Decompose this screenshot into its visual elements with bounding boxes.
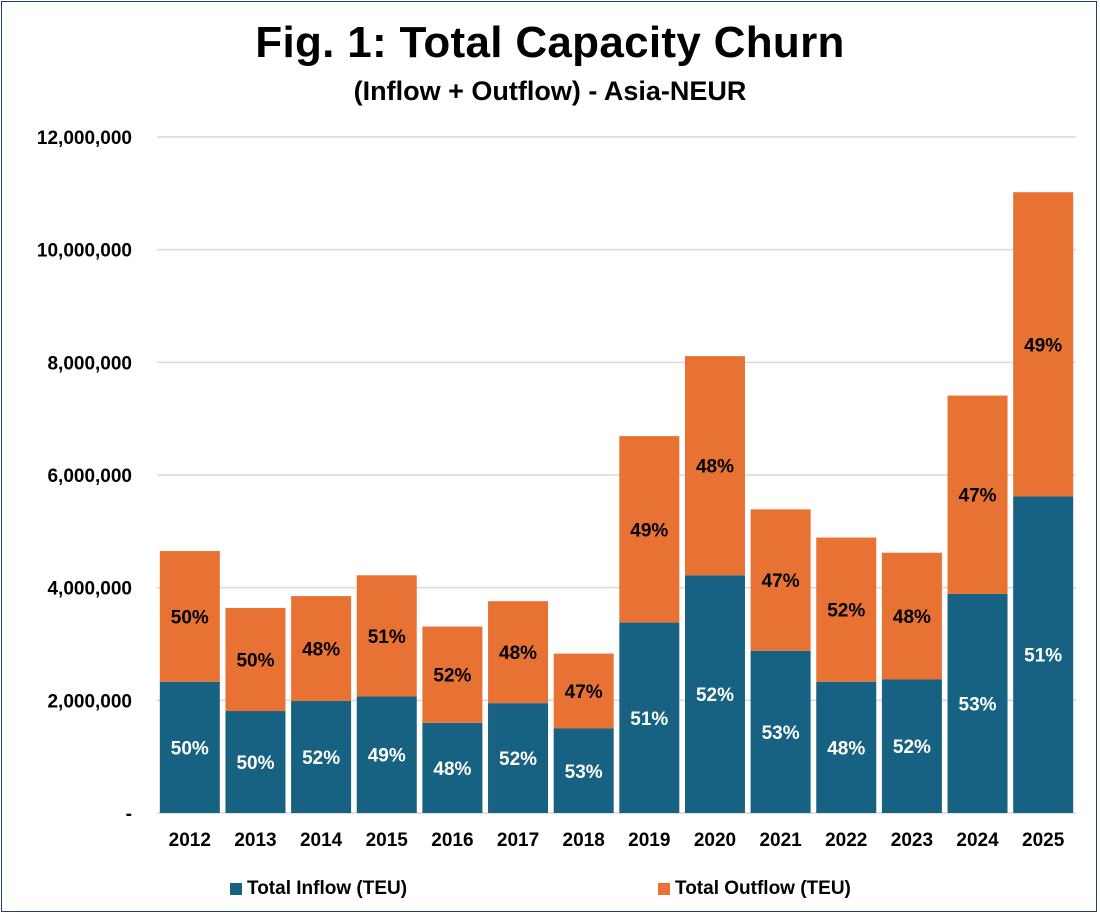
data-label-outflow: 48% bbox=[499, 643, 537, 664]
bar-inflow-2024 bbox=[947, 593, 1008, 813]
data-label-inflow: 53% bbox=[959, 694, 997, 715]
y-tick-label: 10,000,000 bbox=[37, 241, 132, 262]
y-tick-label: - bbox=[126, 804, 132, 825]
y-tick-label: 12,000,000 bbox=[37, 128, 132, 149]
bar-outflow-2022 bbox=[816, 537, 877, 682]
x-tick-label: 2013 bbox=[234, 830, 276, 851]
data-label-outflow: 47% bbox=[565, 682, 603, 703]
x-tick-label: 2020 bbox=[694, 830, 736, 851]
x-tick-label: 2012 bbox=[169, 830, 211, 851]
data-label-inflow: 49% bbox=[368, 746, 406, 767]
bar-inflow-2012 bbox=[159, 681, 220, 813]
data-label-outflow: 50% bbox=[171, 607, 209, 628]
x-tick-label: 2023 bbox=[891, 830, 933, 851]
bar-outflow-2015 bbox=[356, 575, 417, 697]
bar-inflow-2019 bbox=[619, 622, 680, 813]
bar-inflow-2020 bbox=[684, 575, 745, 813]
bar-outflow-2024 bbox=[947, 395, 1008, 594]
data-label-inflow: 48% bbox=[827, 738, 865, 759]
x-tick-label: 2025 bbox=[1022, 830, 1065, 851]
legend-label-outflow: Total Outflow (TEU) bbox=[675, 878, 851, 899]
x-tick-label: 2014 bbox=[300, 830, 343, 851]
x-tick-label: 2016 bbox=[431, 830, 473, 851]
chart-subtitle: (Inflow + Outflow) - Asia-NEUR bbox=[353, 76, 747, 106]
bar-outflow-2014 bbox=[291, 596, 352, 701]
data-label-outflow: 48% bbox=[302, 640, 340, 661]
data-label-outflow: 51% bbox=[368, 627, 406, 648]
bar-outflow-2023 bbox=[881, 552, 942, 680]
bar-outflow-2019 bbox=[619, 436, 680, 623]
data-label-inflow: 53% bbox=[762, 723, 800, 744]
bar-inflow-2023 bbox=[881, 679, 942, 813]
data-label-inflow: 52% bbox=[893, 737, 931, 758]
x-tick-label: 2024 bbox=[956, 830, 999, 851]
stacked-bar-chart: - 2,000,000 4,000,000 6,000,000 8,000,000 10,… bbox=[37, 128, 1076, 851]
x-tick-label: 2018 bbox=[563, 830, 605, 851]
bar-inflow-2022 bbox=[816, 681, 877, 813]
bar-outflow-2021 bbox=[750, 509, 811, 651]
bar-inflow-2013 bbox=[225, 711, 286, 813]
data-label-outflow: 52% bbox=[433, 666, 471, 687]
x-tick-label: 2015 bbox=[366, 830, 409, 851]
legend-swatch-outflow bbox=[658, 883, 670, 895]
data-label-outflow: 49% bbox=[630, 520, 668, 541]
data-label-inflow: 51% bbox=[630, 709, 668, 730]
data-label-outflow: 48% bbox=[893, 607, 931, 628]
bar-inflow-2017 bbox=[488, 703, 549, 813]
bar-outflow-2020 bbox=[684, 356, 745, 576]
bar-outflow-2012 bbox=[159, 551, 220, 682]
bar-inflow-2014 bbox=[291, 700, 352, 813]
bar-inflow-2018 bbox=[553, 728, 614, 813]
bar-inflow-2025 bbox=[1013, 496, 1074, 813]
data-label-inflow: 50% bbox=[236, 753, 274, 774]
bar-outflow-2013 bbox=[225, 607, 286, 712]
legend-item-inflow: Total Inflow (TEU) bbox=[230, 878, 407, 900]
data-label-outflow: 47% bbox=[762, 571, 800, 592]
bar-inflow-2015 bbox=[356, 696, 417, 813]
data-label-inflow: 48% bbox=[433, 759, 471, 780]
data-label-outflow: 50% bbox=[236, 650, 274, 671]
bar-outflow-2018 bbox=[553, 653, 614, 729]
x-tick-label: 2017 bbox=[497, 830, 539, 851]
bars: 50% 50% 50% 50% 52% 48% 49% 51% 48% 52% 52% 48% 53% 4… bbox=[159, 192, 1074, 813]
data-label-outflow: 49% bbox=[1024, 335, 1062, 356]
bar-inflow-2021 bbox=[750, 650, 811, 813]
data-label-outflow: 48% bbox=[696, 457, 734, 478]
legend-item-outflow: Total Outflow (TEU) bbox=[658, 878, 851, 900]
data-label-inflow: 50% bbox=[171, 738, 209, 759]
data-label-inflow: 52% bbox=[696, 685, 734, 706]
x-axis: 2012 2013 2014 2015 2016 2017 2018 2019 2020 2021… bbox=[169, 830, 1065, 851]
y-tick-label: 8,000,000 bbox=[47, 353, 132, 374]
data-label-outflow: 52% bbox=[827, 601, 865, 622]
data-label-inflow: 53% bbox=[565, 762, 603, 783]
data-label-outflow: 47% bbox=[959, 486, 997, 507]
legend-label-inflow: Total Inflow (TEU) bbox=[247, 878, 408, 899]
bar-inflow-2016 bbox=[422, 722, 483, 813]
legend: Total Inflow (TEU) Total Outflow (TEU) bbox=[0, 878, 1100, 908]
y-tick-label: 6,000,000 bbox=[47, 466, 132, 487]
data-label-inflow: 52% bbox=[499, 749, 537, 770]
data-label-inflow: 52% bbox=[302, 748, 340, 769]
y-tick-label: 2,000,000 bbox=[47, 691, 132, 712]
bar-outflow-2016 bbox=[422, 626, 483, 723]
legend-swatch-inflow bbox=[230, 883, 242, 895]
y-tick-label: 4,000,000 bbox=[47, 579, 132, 600]
x-tick-label: 2021 bbox=[759, 830, 802, 851]
bar-outflow-2025 bbox=[1013, 192, 1074, 497]
x-tick-label: 2022 bbox=[825, 830, 867, 851]
y-axis: - 2,000,000 4,000,000 6,000,000 8,000,000 10,… bbox=[37, 128, 132, 825]
chart-title: Fig. 1: Total Capacity Churn bbox=[255, 18, 845, 67]
bar-outflow-2017 bbox=[488, 601, 549, 704]
x-tick-label: 2019 bbox=[628, 830, 670, 851]
data-label-inflow: 51% bbox=[1024, 646, 1062, 667]
